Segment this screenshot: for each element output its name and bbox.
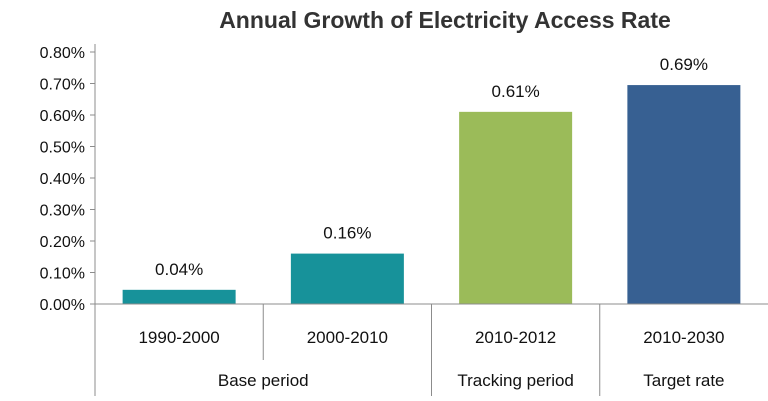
data-label: 0.04% — [155, 260, 203, 279]
y-tick-label: 0.20% — [40, 234, 85, 251]
bar — [290, 253, 404, 304]
y-tick-label: 0.30% — [40, 203, 85, 220]
x-group-label: Target rate — [643, 371, 724, 390]
data-label: 0.61% — [492, 82, 540, 101]
y-tick-label: 0.70% — [40, 77, 85, 94]
y-tick-label: 0.50% — [40, 140, 85, 157]
bar — [627, 85, 741, 304]
y-tick-label: 0.10% — [40, 266, 85, 283]
x-category-label: 2010-2012 — [475, 328, 556, 347]
data-label: 0.16% — [323, 224, 371, 243]
x-category-label: 2000-2010 — [307, 328, 388, 347]
x-category-label: 2010-2030 — [643, 328, 724, 347]
chart-title: Annual Growth of Electricity Access Rate — [219, 7, 671, 33]
x-group-label: Tracking period — [457, 371, 574, 390]
x-category-label: 1990-2000 — [138, 328, 219, 347]
y-tick-label: 0.00% — [40, 297, 85, 314]
y-tick-label: 0.60% — [40, 108, 85, 125]
bar — [459, 111, 573, 304]
y-tick-label: 0.40% — [40, 171, 85, 188]
data-label: 0.69% — [660, 55, 708, 74]
y-tick-label: 0.80% — [40, 45, 85, 62]
bar — [122, 289, 236, 304]
x-group-label: Base period — [218, 371, 309, 390]
